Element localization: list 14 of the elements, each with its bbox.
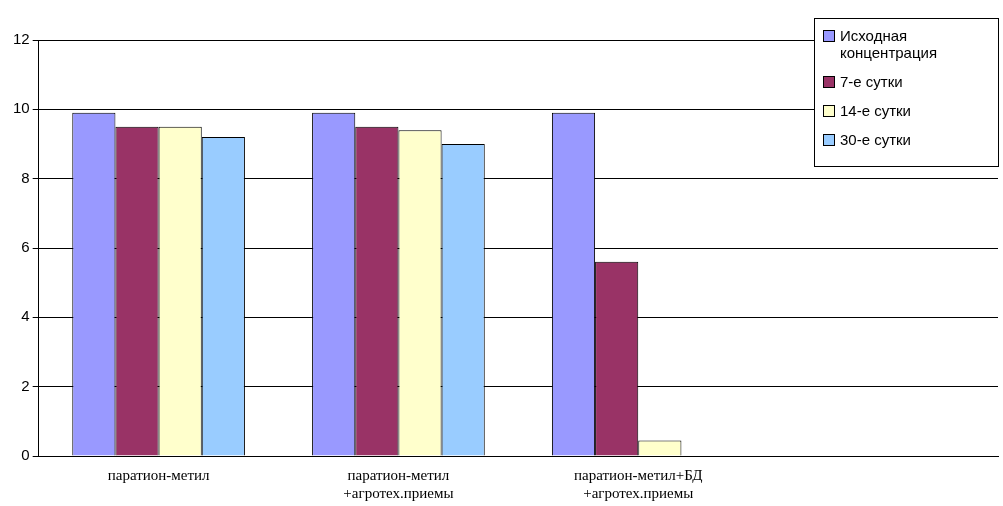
legend-label: Исходная концентрация: [840, 27, 939, 61]
legend-label: 30-е сутки: [840, 131, 912, 148]
y-tick-label: 0: [21, 446, 30, 464]
x-tick-label: паратион-метил +агротех.приемы: [343, 466, 454, 501]
y-tick-label: 10: [13, 99, 30, 117]
y-tick-label: 12: [13, 30, 30, 48]
x-tick-label: паратион-метил+БД +агротех.приемы: [574, 466, 703, 501]
y-tick-label: 4: [21, 307, 30, 325]
y-tick-label: 8: [21, 168, 30, 186]
y-tick-label: 6: [21, 238, 30, 256]
x-tick-label: паратион-метил: [107, 466, 210, 483]
y-tick-label: 2: [21, 376, 30, 394]
legend-label: 14-е сутки: [840, 102, 912, 119]
legend-label: 7-е сутки: [840, 73, 904, 90]
